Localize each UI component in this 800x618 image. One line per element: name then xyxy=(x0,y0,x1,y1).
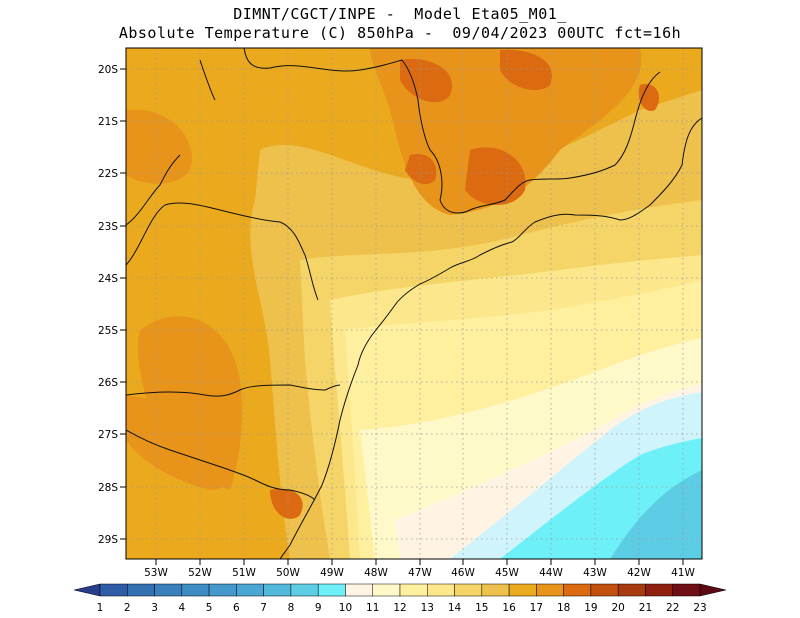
colorbar-label: 21 xyxy=(639,602,652,614)
colorbar-label: 17 xyxy=(530,602,543,614)
lon-label: 46W xyxy=(451,567,475,579)
coastline-and-borders xyxy=(126,48,702,559)
colorbar-label: 13 xyxy=(421,602,434,614)
lon-label: 42W xyxy=(627,567,651,579)
lon-label: 43W xyxy=(583,567,607,579)
colorbar-segment xyxy=(454,583,483,597)
lat-label: 23S xyxy=(98,221,118,233)
lat-label: 26S xyxy=(98,377,118,389)
temperature-field xyxy=(126,48,702,559)
colorbar-segment xyxy=(181,583,210,597)
colorbar-right-arrow xyxy=(699,583,727,597)
title-line-1: DIMNT/CGCT/INPE - Model Eta05_M01_ xyxy=(233,5,567,23)
lon-label: 44W xyxy=(539,567,563,579)
colorbar-label: 20 xyxy=(611,602,624,614)
colorbar-segment xyxy=(563,583,592,597)
lat-label: 24S xyxy=(98,273,118,285)
lon-label: 45W xyxy=(495,567,519,579)
colorbar-label: 9 xyxy=(315,602,322,614)
lat-label: 27S xyxy=(98,429,118,441)
lon-label: 48W xyxy=(364,567,388,579)
lon-label: 51W xyxy=(232,567,256,579)
colorbar-label: 3 xyxy=(151,602,158,614)
lat-label: 20S xyxy=(98,64,118,76)
lat-label: 21S xyxy=(98,116,118,128)
colorbar-label: 2 xyxy=(124,602,131,614)
lon-label: 50W xyxy=(276,567,300,579)
colorbar-segment xyxy=(590,583,619,597)
colorbar-segment xyxy=(263,583,292,597)
colorbar-segment xyxy=(617,583,646,597)
lat-label: 22S xyxy=(98,168,118,180)
colorbar-left-arrow xyxy=(73,583,101,597)
map-frame xyxy=(125,47,703,560)
colorbar-label: 12 xyxy=(393,602,406,614)
colorbar-segment xyxy=(208,583,237,597)
colorbar-segment xyxy=(672,583,701,597)
colorbar-label: 6 xyxy=(233,602,240,614)
lon-label: 52W xyxy=(188,567,212,579)
lat-label: 25S xyxy=(98,325,118,337)
colorbar-segment xyxy=(345,583,373,597)
colorbar: 1 2 3 4 5 6 7 8 9 10 11 12 13 14 15 16 17 18 19 20 21 22 23 xyxy=(73,583,727,614)
lat-label: 28S xyxy=(98,482,118,494)
lat-label: 29S xyxy=(98,534,118,546)
title-line-2: Absolute Temperature (C) 850hPa - 09/04/… xyxy=(118,24,682,42)
grid-lines xyxy=(126,48,702,559)
colorbar-label: 15 xyxy=(475,602,488,614)
colorbar-label: 7 xyxy=(260,602,267,614)
lon-label: 47W xyxy=(408,567,432,579)
colorbar-label: 16 xyxy=(502,602,516,614)
colorbar-segment xyxy=(236,583,264,597)
colorbar-segment xyxy=(154,583,183,597)
longitude-labels: 53W 52W 51W 50W 49W 48W 47W 46W 45W 44W … xyxy=(144,567,695,579)
colorbar-label: 1 xyxy=(97,602,104,614)
colorbar-segment xyxy=(290,583,319,597)
colorbar-segment xyxy=(399,583,428,597)
colorbar-label: 14 xyxy=(448,602,462,614)
colorbar-segment xyxy=(481,583,510,597)
colorbar-segment xyxy=(127,583,155,597)
colorbar-label: 18 xyxy=(557,602,570,614)
colorbar-segment xyxy=(536,583,564,597)
colorbar-segment xyxy=(645,583,673,597)
colorbar-label: 4 xyxy=(178,602,185,614)
colorbar-label: 22 xyxy=(666,602,679,614)
lon-label: 49W xyxy=(320,567,344,579)
colorbar-segment xyxy=(99,583,128,597)
colorbar-label: 19 xyxy=(584,602,597,614)
colorbar-label: 23 xyxy=(693,602,706,614)
lon-label: 41W xyxy=(671,567,695,579)
colorbar-label: 8 xyxy=(288,602,295,614)
lon-label: 53W xyxy=(144,567,168,579)
colorbar-label: 10 xyxy=(339,602,352,614)
colorbar-label: 5 xyxy=(206,602,213,614)
colorbar-segment xyxy=(372,583,401,597)
colorbar-label: 11 xyxy=(366,602,379,614)
colorbar-segment xyxy=(317,583,346,597)
colorbar-segment xyxy=(427,583,455,597)
latitude-labels: 20S 21S 22S 23S 24S 25S 26S 27S 28S 29S xyxy=(98,64,118,546)
colorbar-segment xyxy=(508,583,537,597)
